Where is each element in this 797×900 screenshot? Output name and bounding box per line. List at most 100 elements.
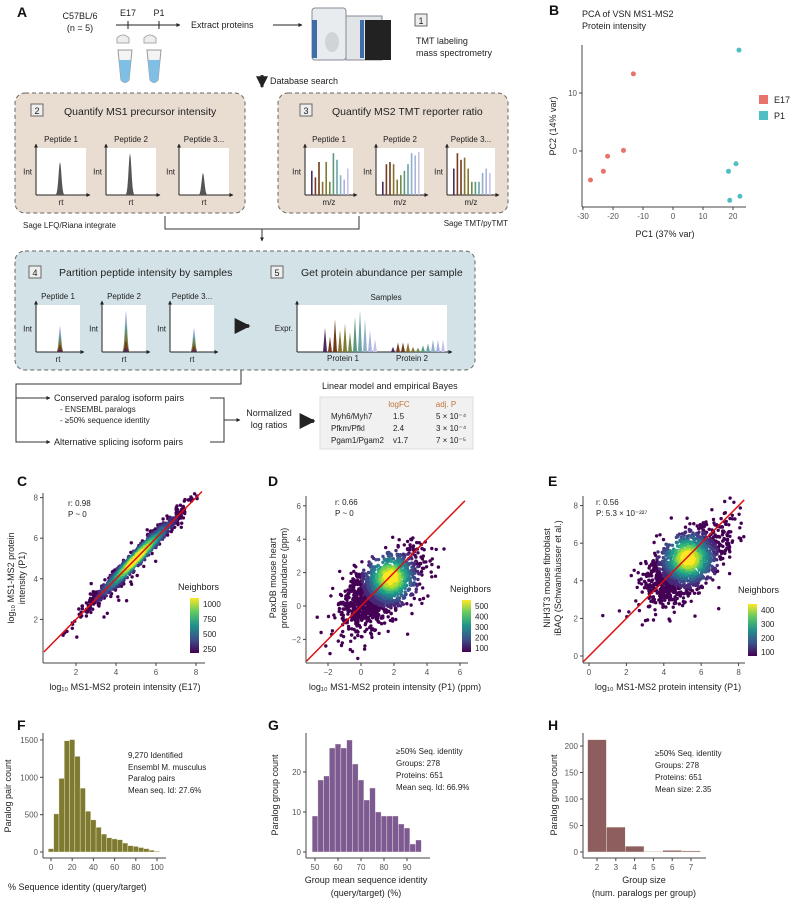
data-point	[656, 550, 660, 554]
histogram-bar	[392, 815, 399, 853]
data-point	[648, 604, 652, 608]
identity-line	[306, 500, 466, 662]
data-point	[365, 627, 369, 631]
histogram-bar	[380, 815, 388, 853]
data-point	[420, 566, 425, 570]
data-point	[639, 577, 643, 581]
data-point	[80, 607, 85, 611]
legend-title: Neighbors	[178, 582, 220, 592]
data-point	[360, 635, 364, 639]
data-point	[657, 567, 662, 571]
data-point	[685, 516, 689, 520]
log-ratios-label: log ratios	[251, 420, 288, 430]
sample-abundance-peak	[358, 310, 362, 352]
data-point	[377, 631, 381, 636]
table-cell: 3 × 10⁻⁴	[436, 424, 467, 433]
x-tick-label: 20	[68, 863, 77, 872]
extract-proteins-label: Extract proteins	[191, 20, 254, 30]
data-point	[667, 543, 672, 547]
data-point	[179, 525, 183, 529]
normalized-label: Normalized	[246, 408, 292, 418]
data-point	[666, 601, 671, 605]
data-point	[397, 538, 401, 542]
step-3-number: 3	[303, 106, 308, 116]
reporter-ion-bar	[336, 159, 338, 195]
model-title: Linear model and empirical Bayes	[322, 381, 458, 391]
x-tick-label: −2	[323, 668, 333, 677]
partitioned-peak	[120, 348, 132, 352]
reporter-ion-bar	[478, 181, 480, 195]
data-point	[340, 641, 344, 645]
mass-spectrometer-icon	[311, 7, 391, 61]
sample-abundance-peak	[416, 347, 420, 352]
partitioned-peak	[54, 349, 66, 352]
data-point	[653, 608, 657, 612]
data-point	[397, 599, 402, 603]
colorbar-tick-label: 500	[203, 630, 217, 639]
reporter-ion-bar	[339, 175, 342, 195]
data-point	[682, 533, 686, 537]
reporter-ion-bar	[474, 181, 477, 195]
data-point	[645, 618, 650, 622]
histogram-bar	[117, 839, 123, 853]
data-point	[346, 624, 351, 629]
data-point	[89, 610, 93, 615]
y-tick-label: 2	[574, 614, 579, 623]
histogram-bar	[85, 811, 91, 853]
int-axis-label: Int	[89, 325, 99, 334]
data-point	[182, 499, 186, 503]
step-1-badge	[414, 13, 428, 27]
colorbar	[190, 598, 199, 653]
data-point	[693, 614, 697, 618]
y-axis-label: NIH3T3 mouse fibroblast	[542, 528, 552, 628]
step-2-tool: Sage LFQ/Riana integrate	[23, 221, 116, 230]
mini-plot-bg	[170, 305, 214, 352]
x-tick-label: 2	[74, 668, 79, 677]
x-axis-label: PC1 (37% var)	[635, 229, 694, 239]
stat-p: P ~ 0	[335, 509, 354, 518]
data-point	[713, 523, 717, 527]
data-point	[178, 503, 183, 507]
x-tick-label: 6	[458, 668, 463, 677]
mini-plot-bg	[297, 305, 447, 352]
panel-label-c: C	[17, 473, 27, 489]
histogram-bar	[357, 779, 365, 853]
x-axis-label: m/z	[394, 198, 407, 207]
timepoint-e17: E17	[120, 8, 136, 18]
data-point	[395, 596, 400, 600]
histogram-bar	[74, 756, 81, 853]
data-point	[653, 612, 658, 617]
histogram-bar	[386, 815, 393, 853]
data-point	[405, 539, 410, 544]
y-tick-label: 4	[574, 577, 579, 586]
step-3-title: Quantify MS2 TMT reporter ratio	[332, 106, 483, 118]
data-point	[738, 506, 742, 510]
data-point-p1	[736, 47, 742, 53]
annotation-line: Mean size: 2.35	[655, 785, 712, 794]
histogram-bar	[132, 846, 139, 853]
data-point	[704, 581, 708, 585]
y-tick-label: 10	[292, 808, 301, 817]
sample-abundance-peak	[411, 346, 415, 352]
annotation-line: 9,270 Identified	[128, 751, 183, 760]
panel-b-pca: B PCA of VSN MS1-MS2 Protein intensity -…	[548, 2, 790, 239]
data-point	[671, 605, 675, 609]
histogram-bar	[101, 833, 107, 853]
strain-label: C57BL/6	[62, 11, 97, 21]
data-point	[436, 565, 441, 569]
data-point	[389, 559, 393, 563]
sample-abundance-peak	[406, 342, 410, 352]
data-point	[650, 574, 654, 578]
histogram-bar	[329, 747, 336, 853]
y-tick-label: 20	[292, 768, 301, 777]
data-point	[681, 596, 686, 600]
reporter-ion-bar	[407, 164, 409, 195]
data-point	[710, 508, 714, 512]
reporter-ion-bar	[385, 164, 388, 195]
data-point	[129, 580, 133, 584]
table-cell: 5 × 10⁻⁴	[436, 412, 467, 421]
data-point	[348, 647, 352, 652]
panel-a-workflow: A C57BL/6 (n = 5) E17 P1 Extract protein…	[14, 4, 509, 450]
data-point	[353, 636, 357, 640]
